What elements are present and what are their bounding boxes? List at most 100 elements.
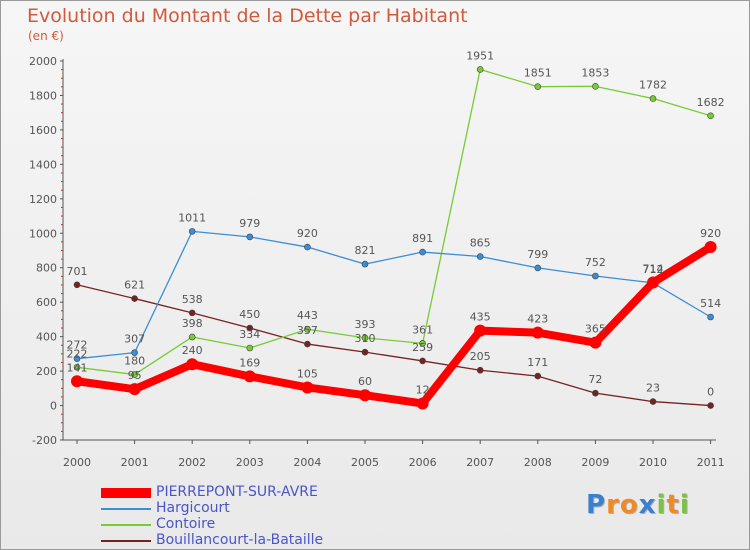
data-label: 821 bbox=[355, 244, 376, 257]
data-point bbox=[246, 344, 254, 352]
series-line bbox=[76, 284, 712, 407]
data-label: 799 bbox=[527, 248, 548, 261]
logo-letter: P bbox=[586, 490, 607, 520]
data-point bbox=[419, 357, 426, 365]
data-point bbox=[419, 340, 426, 347]
y-tick-label: 600 bbox=[36, 296, 57, 309]
data-label: 240 bbox=[182, 344, 203, 357]
data-point bbox=[592, 272, 599, 280]
series-line bbox=[76, 230, 712, 360]
data-label: 920 bbox=[700, 227, 721, 240]
legend: PIERREPONT-SUR-AVRE Hargicourt Contoire … bbox=[101, 484, 361, 549]
chart-title: Evolution du Montant de la Dette par Hab… bbox=[27, 5, 468, 27]
data-label: 60 bbox=[358, 375, 372, 388]
data-point bbox=[128, 383, 141, 396]
data-label: 307 bbox=[124, 333, 145, 346]
data-point bbox=[246, 324, 254, 332]
data-label: 1951 bbox=[466, 49, 494, 62]
data-point bbox=[531, 326, 544, 339]
data-point bbox=[476, 66, 484, 73]
data-point bbox=[361, 334, 369, 342]
data-label: 514 bbox=[700, 297, 721, 310]
x-tick-label: 2011 bbox=[697, 456, 725, 469]
data-label: 0 bbox=[707, 386, 714, 399]
data-point bbox=[188, 333, 196, 341]
data-point bbox=[419, 248, 426, 256]
data-label: 752 bbox=[585, 256, 606, 269]
y-tick-label: 2000 bbox=[29, 55, 57, 68]
data-point bbox=[243, 370, 256, 383]
data-label: 1682 bbox=[697, 96, 725, 109]
data-label: 259 bbox=[412, 341, 433, 354]
legend-swatch-contoire bbox=[101, 524, 151, 526]
data-label: 450 bbox=[239, 308, 260, 321]
x-tick-label: 2006 bbox=[409, 456, 437, 469]
y-tick-label: 200 bbox=[36, 365, 57, 378]
proxiti-logo: Proxiti bbox=[586, 490, 690, 520]
legend-item-hargicourt: Hargicourt bbox=[101, 500, 361, 517]
logo-letter: i bbox=[656, 490, 667, 520]
data-point bbox=[71, 375, 83, 388]
logo-letter: x bbox=[638, 490, 657, 520]
data-point bbox=[301, 381, 314, 394]
y-tick-label: 1200 bbox=[29, 193, 57, 206]
y-tick-label: 1600 bbox=[29, 124, 57, 137]
data-label: 357 bbox=[297, 324, 318, 337]
y-tick-label: -200 bbox=[32, 434, 57, 447]
data-point bbox=[361, 348, 369, 356]
x-tick-label: 2008 bbox=[524, 456, 552, 469]
data-point bbox=[649, 398, 657, 405]
data-point bbox=[707, 313, 714, 321]
data-label: 979 bbox=[239, 217, 260, 230]
data-point bbox=[304, 243, 311, 251]
data-label: 361 bbox=[412, 323, 433, 336]
data-label: 714 bbox=[643, 263, 664, 276]
series-line bbox=[76, 68, 712, 376]
legend-label-pierrepont: PIERREPONT-SUR-AVRE bbox=[156, 484, 318, 500]
y-tick-label: 0 bbox=[50, 400, 57, 413]
x-tick-label: 2001 bbox=[121, 456, 149, 469]
legend-label-bouillancourt: Bouillancourt-la-Bataille bbox=[156, 532, 324, 548]
data-label: 222 bbox=[67, 347, 88, 360]
data-point bbox=[649, 95, 657, 102]
data-point bbox=[359, 389, 371, 402]
data-point bbox=[416, 397, 429, 410]
data-point bbox=[186, 358, 199, 371]
logo-letter: t bbox=[666, 490, 680, 520]
data-point bbox=[131, 295, 138, 302]
data-point bbox=[704, 241, 717, 254]
data-label: 310 bbox=[355, 332, 376, 345]
data-label: 1782 bbox=[639, 79, 667, 92]
data-label: 621 bbox=[124, 279, 145, 292]
data-point bbox=[73, 364, 81, 371]
y-tick-label: 1000 bbox=[29, 227, 57, 240]
legend-item-contoire: Contoire bbox=[101, 516, 361, 533]
data-label: 891 bbox=[412, 232, 433, 245]
x-tick-label: 2010 bbox=[639, 456, 667, 469]
data-point bbox=[592, 83, 599, 90]
legend-label-hargicourt: Hargicourt bbox=[156, 500, 230, 516]
data-label: 72 bbox=[588, 373, 602, 386]
data-label: 105 bbox=[297, 367, 318, 380]
data-point bbox=[647, 276, 659, 289]
data-point bbox=[474, 324, 487, 337]
data-point bbox=[361, 260, 369, 268]
legend-item-pierrepont: PIERREPONT-SUR-AVRE bbox=[101, 484, 361, 501]
legend-swatch-hargicourt bbox=[101, 508, 151, 510]
data-label: 205 bbox=[470, 350, 491, 363]
data-point bbox=[589, 336, 602, 349]
data-point bbox=[476, 366, 484, 374]
data-point bbox=[534, 264, 542, 272]
y-tick-label: 1400 bbox=[29, 158, 57, 171]
data-label: 169 bbox=[239, 356, 260, 369]
data-point bbox=[131, 371, 138, 378]
logo-letter: i bbox=[679, 490, 690, 520]
data-label: 443 bbox=[297, 309, 318, 322]
data-point bbox=[73, 281, 81, 289]
data-label: 393 bbox=[355, 318, 376, 331]
data-label: 1011 bbox=[178, 211, 206, 224]
data-label: 920 bbox=[297, 227, 318, 240]
series-line bbox=[73, 243, 715, 408]
data-point bbox=[476, 253, 484, 260]
